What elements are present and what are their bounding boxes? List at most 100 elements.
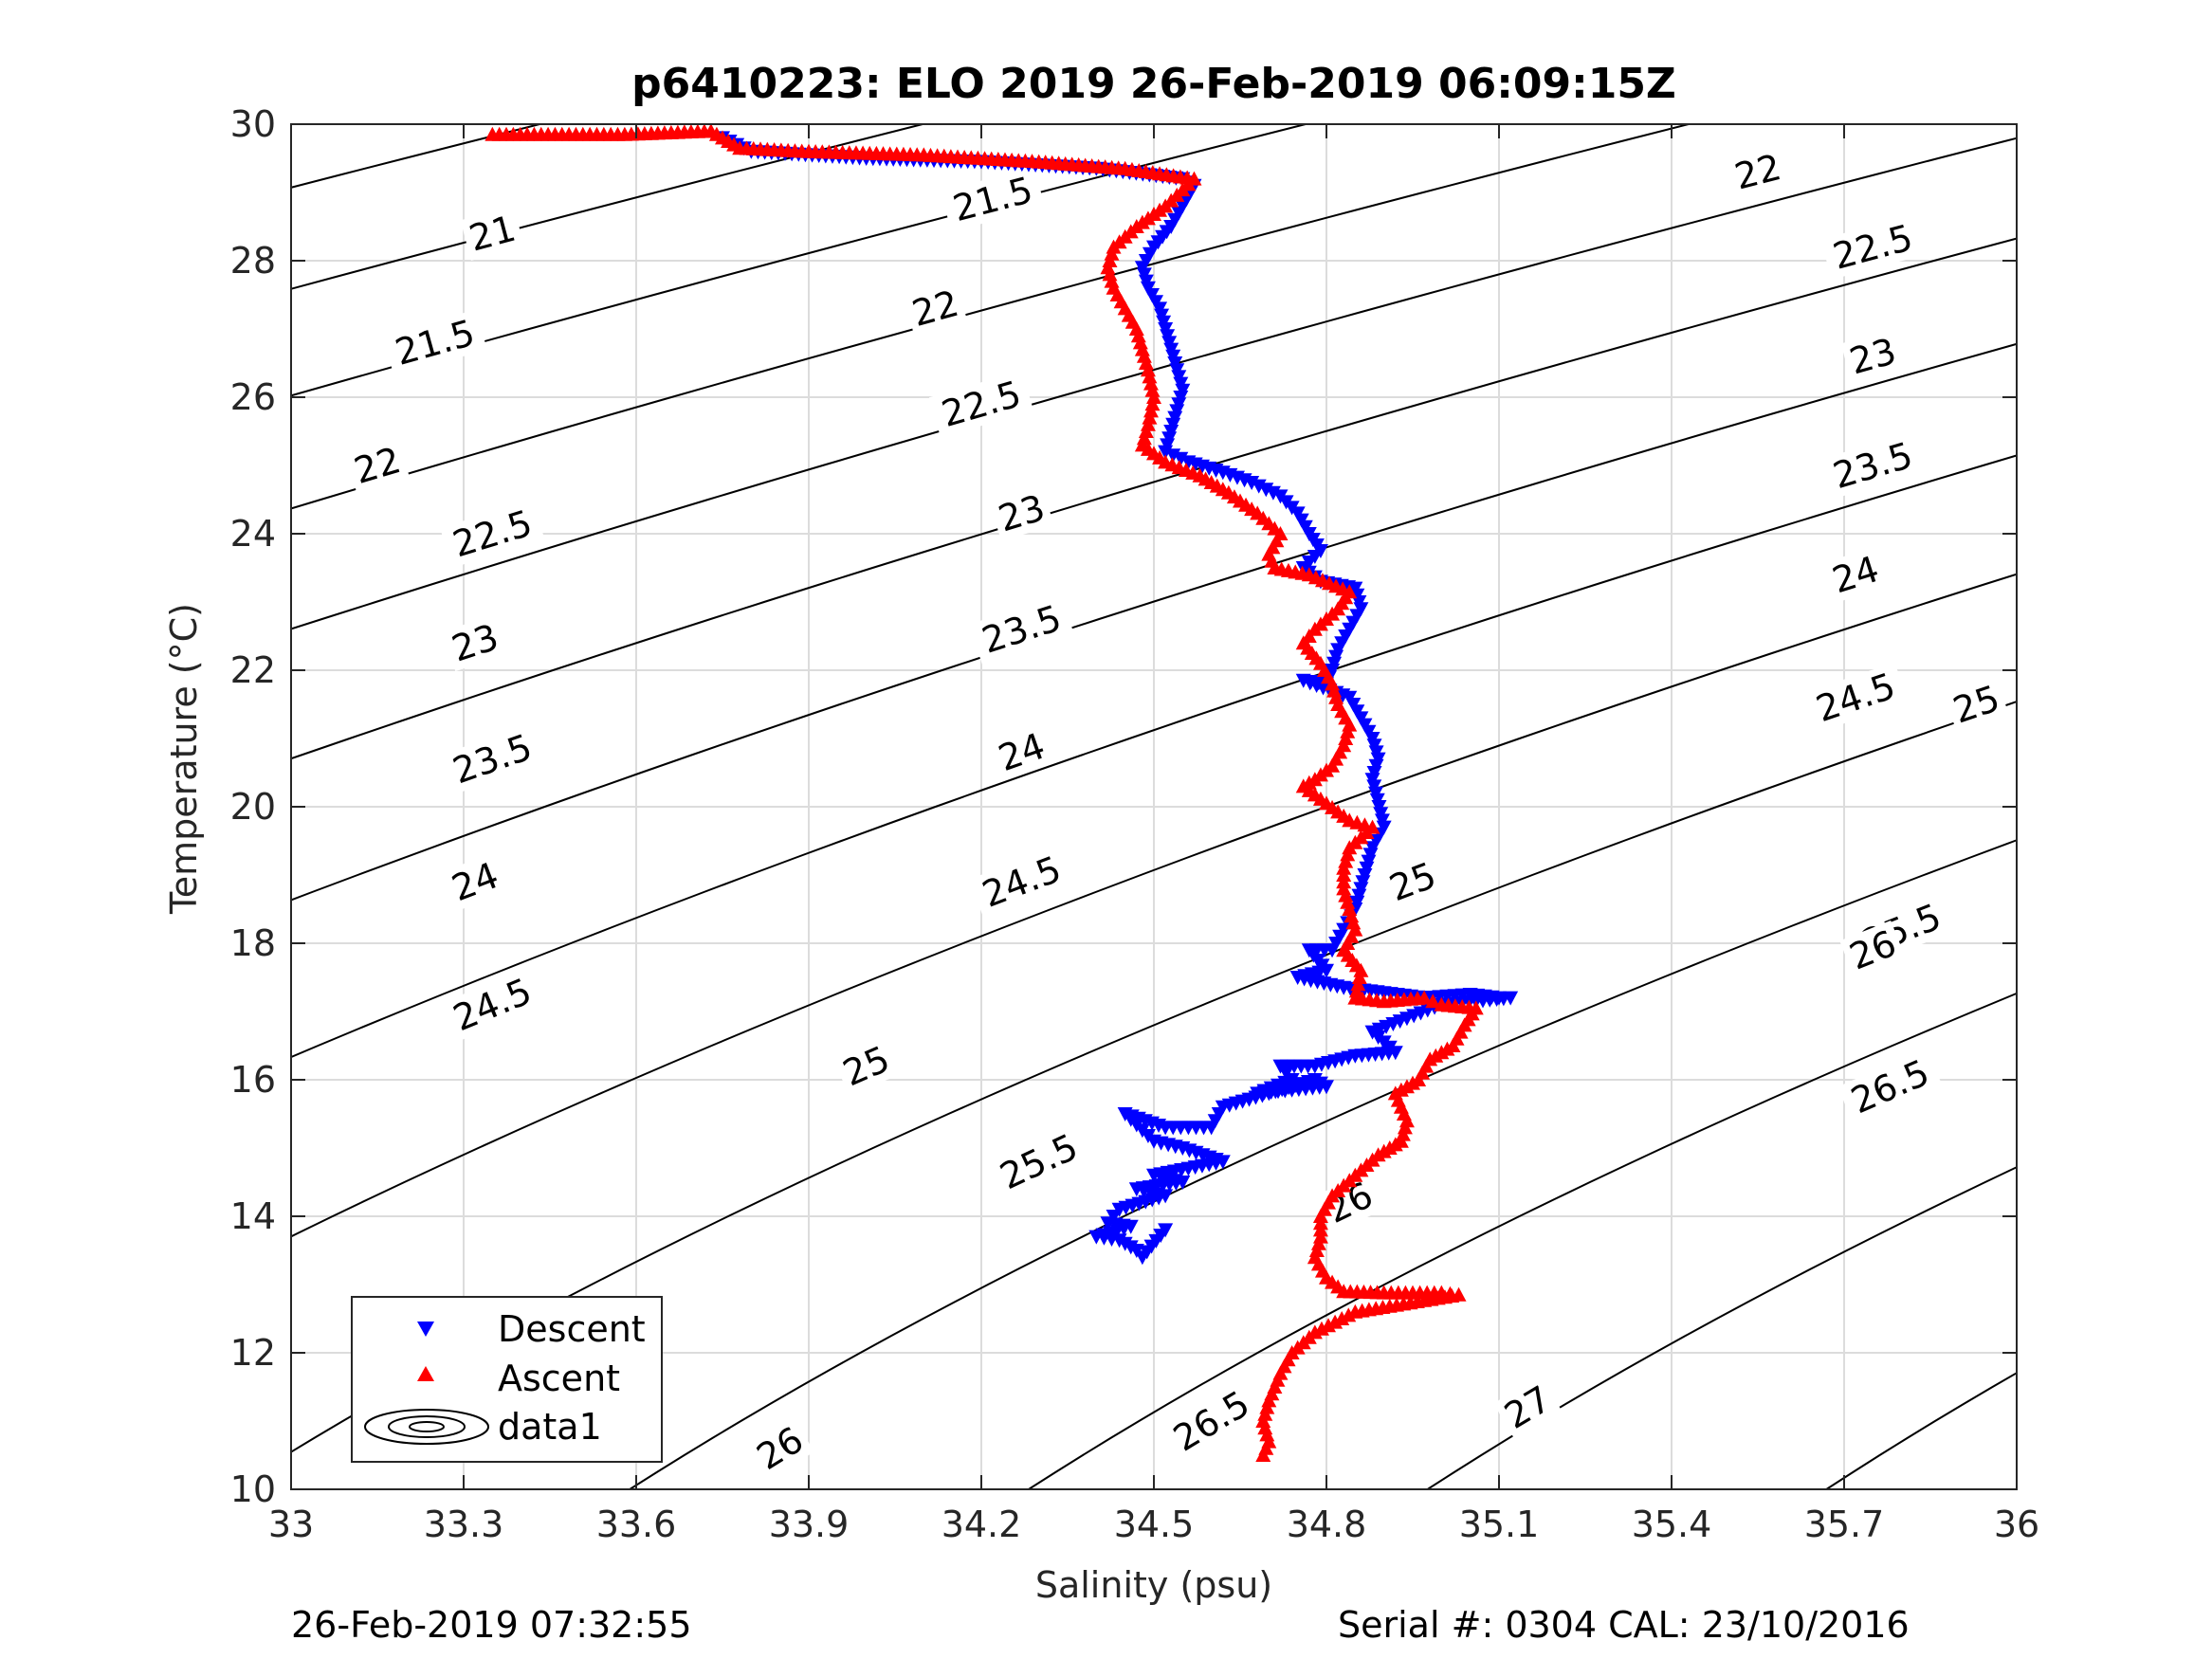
legend-ascent-label: Ascent — [498, 1358, 620, 1399]
isopycnal-label: 25 — [1943, 675, 2010, 734]
isopycnal-label-bg — [1840, 328, 1906, 384]
isopycnal-label-bg — [1837, 1048, 1944, 1125]
isopycnal-label-bg — [1820, 431, 1926, 500]
data-point-descent — [1158, 1223, 1174, 1238]
isopycnal-label-bg — [986, 1121, 1092, 1201]
grid-layer — [290, 123, 2018, 1490]
y-tick-label: 28 — [230, 240, 276, 282]
isopycnal-label-bg — [1943, 675, 2010, 734]
isopycnal-label-bg — [969, 594, 1074, 665]
isopycnal-label: 22 — [344, 437, 411, 494]
isopycnal-label-bg — [988, 723, 1055, 781]
x-axis-label: Salinity (psu) — [1035, 1564, 1272, 1606]
y-axis-label: Temperature (°C) — [163, 603, 205, 915]
data-point-ascent — [1255, 1448, 1271, 1462]
legend-descent-label: Descent — [498, 1308, 646, 1350]
isopycnal-label-bg — [1839, 921, 1907, 980]
isopycnal-label-bg — [442, 852, 509, 912]
isopycnal-label: 24 — [442, 852, 509, 912]
y-tick-label: 22 — [230, 649, 276, 691]
y-tick-label: 20 — [230, 786, 276, 828]
y-tick-label: 30 — [230, 103, 276, 145]
isopycnal-line — [291, 454, 2017, 1059]
isopycnal-label-bg — [1820, 214, 1926, 281]
y-tick-label: 18 — [230, 922, 276, 964]
isopycnal-label-bg — [1802, 662, 1909, 733]
isopycnal-line — [291, 137, 2017, 630]
isopycnal-label-bg — [832, 1035, 901, 1097]
axes-layer: 33 33.3 33.6 33.9 34.2 34.5 34.8 35.1 35.4 35.7 36… — [230, 103, 2040, 1545]
x-tick-label: 33.3 — [424, 1504, 504, 1545]
isopycnal-label: 21 — [460, 206, 524, 261]
data-layer — [484, 123, 1519, 1462]
isopycnal-label-bg — [344, 437, 411, 494]
y-tick-label: 10 — [230, 1468, 276, 1510]
x-tick-label: 33 — [268, 1504, 314, 1545]
x-tick-label: 34.2 — [941, 1504, 1022, 1545]
y-tick-label: 16 — [230, 1059, 276, 1101]
profile-trace-marker — [1144, 396, 1161, 411]
data-point-ascent — [1353, 962, 1369, 977]
isopycnal-label-bg — [439, 966, 545, 1043]
legend-descent-marker — [417, 1322, 434, 1337]
chart-title: p6410223: ELO 2019 26-Feb-2019 06:09:15Z — [631, 60, 1676, 108]
isopycnal-label-bg — [1726, 144, 1790, 199]
x-tick-label: 35.4 — [1632, 1504, 1712, 1545]
y-tick-label: 14 — [230, 1195, 276, 1237]
isopycnal-label-bg — [928, 370, 1034, 438]
footer-timestamp: 26-Feb-2019 07:32:55 — [291, 1604, 692, 1646]
isopycnal-line — [0, 124, 156, 1489]
isopycnal-line — [291, 124, 1690, 510]
isopycnal-label-bg — [1159, 1377, 1264, 1465]
isopycnal-label: 24 — [1822, 546, 1889, 603]
profile-trace-marker — [1142, 410, 1158, 425]
profile-trace-marker — [1144, 382, 1161, 397]
isopycnal-label-bg — [903, 281, 968, 337]
x-tick-label: 34.8 — [1287, 1504, 1367, 1545]
profile-trace-marker — [1142, 369, 1158, 384]
isopycnal-label-bg — [969, 845, 1074, 919]
isopycnal-label-bg — [1822, 546, 1889, 603]
profile-trace-marker — [1348, 983, 1364, 998]
data-point-ascent — [1146, 390, 1161, 404]
isopycnal-line — [629, 839, 2017, 1489]
x-tick-label: 36 — [1994, 1504, 2039, 1545]
isopycnal-line — [1427, 1166, 2017, 1489]
data-point-ascent — [1140, 362, 1156, 377]
footer-serial-cal: Serial #: 0304 CAL: 23/10/2016 — [1338, 1604, 1910, 1646]
y-tick-label: 12 — [230, 1332, 276, 1374]
x-tick-label: 35.1 — [1459, 1504, 1540, 1545]
x-tick-label: 33.6 — [596, 1504, 677, 1545]
legend-ascent-marker — [417, 1366, 434, 1381]
isopycnal-line — [291, 237, 2017, 760]
isopycnal-label-bg — [1315, 1172, 1383, 1234]
profile-trace-marker — [1425, 994, 1441, 1009]
isopycnal-line — [1028, 992, 2017, 1489]
profile-trace-marker — [1143, 403, 1159, 418]
isopycnal-label-bg — [941, 166, 1046, 232]
profile-trace-marker — [1350, 976, 1366, 992]
isopycnal-label-bg — [440, 499, 545, 569]
isopycnal-label-bg — [442, 614, 508, 672]
data-point-ascent — [1417, 990, 1433, 1005]
isopycnal-label-bg — [382, 309, 487, 376]
isopycnal-line — [291, 701, 2017, 1453]
isopycnal-label-bg — [1493, 1375, 1563, 1440]
isopycnal-label-bg — [745, 1415, 814, 1481]
legend: Descent Ascent data1 — [351, 1296, 663, 1463]
legend-data1-label: data1 — [498, 1406, 602, 1448]
isopycnal-label-bg — [439, 722, 545, 795]
y-tick-label: 24 — [230, 513, 276, 555]
profile-trace-marker — [1351, 970, 1367, 984]
x-tick-label: 35.7 — [1804, 1504, 1885, 1545]
isopycnal-line — [291, 342, 2017, 902]
isopycnal-label-bg — [1380, 852, 1446, 912]
isopycnal-label-bg — [989, 484, 1054, 541]
isopycnal-label-bg — [460, 206, 524, 261]
x-tick-label: 34.5 — [1114, 1504, 1195, 1545]
series-ascent — [484, 123, 1484, 1462]
legend-contour-icon — [364, 1409, 489, 1445]
axes-frame — [290, 123, 2018, 1490]
profile-trace-marker — [1143, 375, 1159, 391]
y-tick-label: 26 — [230, 376, 276, 418]
